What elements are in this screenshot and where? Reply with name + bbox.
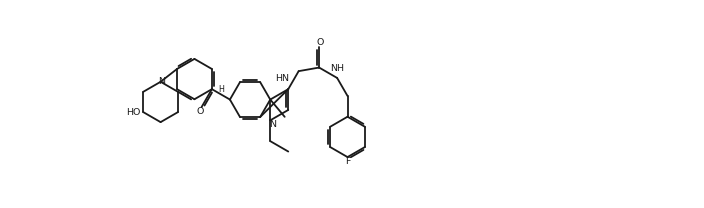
Text: HO: HO bbox=[127, 108, 141, 116]
Text: H: H bbox=[218, 85, 224, 94]
Text: N: N bbox=[269, 120, 276, 129]
Text: O: O bbox=[317, 38, 325, 47]
Text: NH: NH bbox=[329, 64, 344, 73]
Text: O: O bbox=[196, 107, 203, 116]
Text: N: N bbox=[158, 77, 165, 85]
Text: HN: HN bbox=[275, 74, 289, 83]
Text: F: F bbox=[345, 157, 350, 166]
